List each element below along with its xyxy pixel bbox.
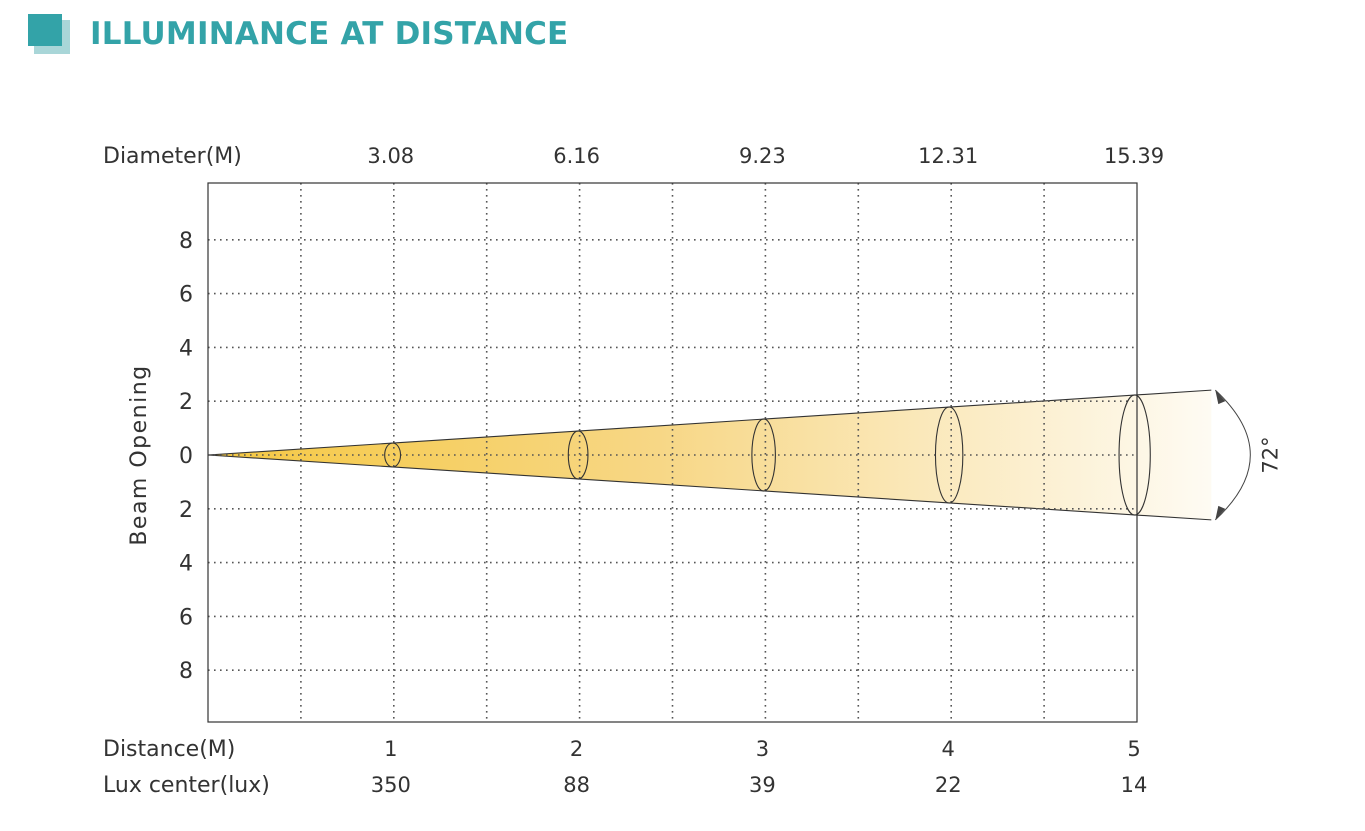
plot-frame: [207, 182, 1138, 723]
diameter-value: 15.39: [1104, 144, 1164, 168]
lux-row-label: Lux center(lux): [103, 773, 270, 798]
y-tick-label: 0: [179, 444, 193, 469]
y-tick-label: 8: [179, 659, 193, 684]
distance-value: 5: [1127, 737, 1140, 761]
y-tick-label: 2: [179, 498, 193, 523]
beam-cone: [208, 390, 1212, 520]
lux-value: 350: [371, 773, 411, 797]
distance-value: 4: [942, 737, 955, 761]
y-tick-label: 4: [179, 552, 193, 577]
distance-value: 2: [570, 737, 583, 761]
diameter-value: 12.31: [918, 144, 978, 168]
beam-edge-bottom: [207, 454, 1212, 521]
header-square-icon: [28, 14, 70, 54]
y-tick-label: 6: [179, 605, 193, 630]
angle-arrow-top: [1215, 390, 1226, 405]
diameter-value: 6.16: [553, 144, 600, 168]
beam-section-ellipse: [751, 418, 776, 492]
beam-section-ellipse: [1118, 394, 1151, 516]
lux-value: 22: [935, 773, 962, 797]
y-tick-label: 2: [179, 390, 193, 415]
beam-angle-label: 72°: [1258, 436, 1282, 473]
diameter-value: 3.08: [367, 144, 414, 168]
page-title: ILLUMINANCE AT DISTANCE: [90, 16, 569, 52]
header: ILLUMINANCE AT DISTANCE: [28, 12, 628, 56]
y-tick-label: 8: [179, 229, 193, 254]
distance-value: 3: [756, 737, 769, 761]
beam-section-ellipse: [934, 406, 964, 504]
distance-value: 1: [384, 737, 397, 761]
beam-section-ellipse: [384, 442, 402, 468]
angle-arc: [1214, 389, 1251, 521]
angle-arrow-bottom: [1215, 505, 1226, 520]
y-tick-label: 6: [179, 283, 193, 308]
lux-value: 88: [563, 773, 590, 797]
beam-section-ellipse: [567, 430, 589, 480]
y-tick-label: 4: [179, 336, 193, 361]
diameter-value: 9.23: [739, 144, 786, 168]
distance-row-label: Distance(M): [103, 737, 235, 762]
lux-value: 14: [1121, 773, 1148, 797]
y-axis-label: Beam Opening: [127, 364, 152, 545]
diameter-row-label: Diameter(M): [103, 144, 242, 169]
beam-edge-top: [207, 389, 1212, 456]
lux-value: 39: [749, 773, 776, 797]
